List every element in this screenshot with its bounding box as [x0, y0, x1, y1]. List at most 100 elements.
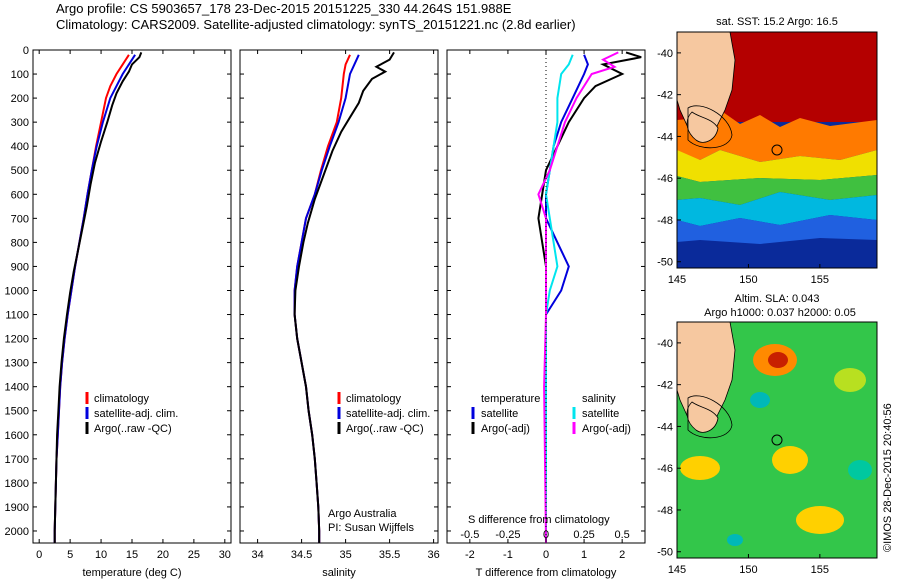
salinity-legend: climatology satellite-adj. clim. Argo(..… — [328, 392, 430, 534]
lon-tick-label: 155 — [811, 564, 829, 576]
depth-tick-label: 800 — [11, 237, 29, 249]
depth-tick-label: 1100 — [5, 310, 29, 322]
sla-map-title: Altim. SLA: 0.043 — [735, 293, 820, 305]
x-tick-label: 36 — [427, 549, 439, 561]
lat-tick-label: -42 — [657, 380, 673, 392]
depth-tick-label: 2000 — [5, 526, 29, 538]
legend-title-temperature: temperature — [481, 393, 540, 405]
depth-tick-label: 400 — [11, 141, 29, 153]
lat-tick-label: -46 — [657, 463, 673, 475]
x-tick-label: 1 — [581, 549, 587, 561]
float-pi-note: PI: Susan Wijffels — [328, 522, 414, 534]
depth-tick-label: 300 — [11, 117, 29, 129]
lat-tick-label: -50 — [657, 547, 673, 559]
x-tick-label: 2 — [619, 549, 625, 561]
lon-tick-label: 155 — [811, 274, 829, 286]
legend-label-argo: Argo(..raw -QC) — [94, 423, 172, 435]
x-tick-label: -2 — [465, 549, 475, 561]
temperature-axis-label: temperature (deg C) — [82, 567, 181, 579]
salinity-axis-label: salinity — [322, 567, 356, 579]
x-tick-label: 5 — [67, 549, 73, 561]
series-line-3 — [537, 51, 619, 543]
depth-tick-label: 0 — [23, 45, 29, 57]
difference-legend: temperature satellite Argo(-adj) salinit… — [468, 393, 631, 526]
depth-tick-label: 900 — [11, 261, 29, 273]
salinity-lines — [293, 51, 395, 543]
legend-label-t-argo: Argo(-adj) — [481, 423, 530, 435]
legend-label-climatology: climatology — [94, 393, 150, 405]
legend-label-climatology: climatology — [346, 393, 402, 405]
depth-tick-label: 1600 — [5, 430, 29, 442]
depth-tick-label: 200 — [11, 93, 29, 105]
s-tick-label: 0 — [543, 529, 549, 541]
depth-tick-label: 1500 — [5, 406, 29, 418]
s-tick-label: -0.25 — [495, 529, 520, 541]
x-tick-label: 0 — [36, 549, 42, 561]
x-tick-label: 20 — [157, 549, 169, 561]
sst-map — [677, 32, 877, 268]
legend-label-satellite: satellite-adj. clim. — [94, 408, 178, 420]
float-program-note: Argo Australia — [328, 508, 397, 520]
legend-label-satellite: satellite-adj. clim. — [346, 408, 430, 420]
depth-tick-label: 600 — [11, 189, 29, 201]
series-line-0 — [53, 54, 130, 543]
legend-label-t-satellite: satellite — [481, 408, 518, 420]
series-line-1 — [293, 54, 360, 543]
x-tick-label: 15 — [126, 549, 138, 561]
x-tick-label: 35.5 — [379, 549, 400, 561]
depth-tick-label: 1700 — [5, 454, 29, 466]
s-tick-label: -0.5 — [460, 529, 479, 541]
depth-tick-label: 1000 — [5, 285, 29, 297]
depth-tick-label: 1800 — [5, 478, 29, 490]
series-line-0 — [293, 54, 351, 543]
sla-map — [677, 322, 877, 558]
depth-tick-label: 1200 — [5, 334, 29, 346]
x-tick-label: 34.5 — [291, 549, 312, 561]
lon-tick-label: 145 — [668, 564, 686, 576]
lat-tick-label: -44 — [657, 131, 673, 143]
header-title-line1: Argo profile: CS 5903657_178 23-Dec-2015… — [56, 1, 512, 16]
copyright-timestamp: ©IMOS 28-Dec-2015 20:40:56 — [882, 403, 894, 552]
lat-tick-label: -50 — [657, 257, 673, 269]
salinity-panel-frame — [239, 49, 439, 544]
temperature-lines — [53, 52, 143, 543]
legend-title-salinity: salinity — [582, 393, 616, 405]
depth-tick-label: 1400 — [5, 382, 29, 394]
lat-tick-label: -42 — [657, 90, 673, 102]
lat-tick-label: -40 — [657, 338, 673, 350]
temperature-panel-frame — [32, 49, 232, 544]
series-line-1 — [537, 51, 642, 543]
x-tick-label: 25 — [188, 549, 200, 561]
legend-label-s-argo: Argo(-adj) — [582, 423, 631, 435]
lon-tick-label: 150 — [739, 564, 757, 576]
depth-tick-label: 1900 — [5, 502, 29, 514]
lon-tick-label: 145 — [668, 274, 686, 286]
depth-tick-label: 100 — [11, 69, 29, 81]
sst-float-marker — [771, 144, 783, 156]
sla-float-marker — [771, 434, 783, 446]
s-tick-label: 0.5 — [615, 529, 630, 541]
header-title-line2: Climatology: CARS2009. Satellite-adjuste… — [56, 17, 576, 32]
sla-map-axes: -40 -42 -44 -46 -48 -50 145 150 155 — [657, 338, 829, 576]
x-tick-label: 35 — [339, 549, 351, 561]
depth-tick-label: 500 — [11, 165, 29, 177]
x-tick-label: 0 — [543, 549, 549, 561]
temperature-legend: climatology satellite-adj. clim. Argo(..… — [85, 392, 178, 435]
x-tick-label: -1 — [503, 549, 513, 561]
x-tick-label: 30 — [219, 549, 231, 561]
lon-tick-label: 150 — [739, 274, 757, 286]
legend-label-s-satellite: satellite — [582, 408, 619, 420]
lat-tick-label: -46 — [657, 173, 673, 185]
sst-map-axes: -40 -42 -44 -46 -48 -50 145 150 155 — [657, 48, 829, 286]
x-axis-ticks: 0 5 10 15 20 25 30 34 34.5 35 35.5 36 -2 -1 0 1 2 -0.5 -0.… — [36, 50, 630, 561]
s-difference-axis-label: S difference from climatology — [468, 514, 610, 526]
series-line-2 — [53, 52, 143, 543]
difference-lines — [537, 50, 642, 543]
sla-map-subtitle: Argo h1000: 0.037 h2000: 0.05 — [704, 307, 856, 319]
series-line-1 — [53, 54, 136, 543]
x-tick-label: 10 — [95, 549, 107, 561]
depth-tick-label: 1300 — [5, 358, 29, 370]
x-tick-label: 34 — [251, 549, 263, 561]
sst-map-title: sat. SST: 15.2 Argo: 16.5 — [716, 16, 838, 28]
